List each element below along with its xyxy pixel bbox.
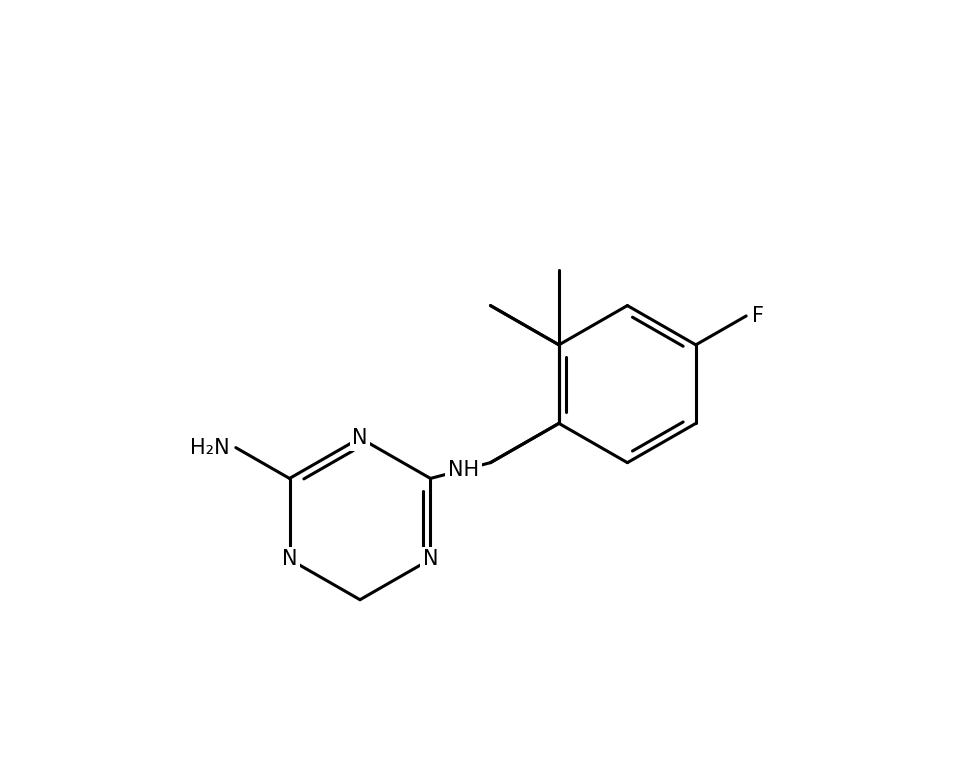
Text: N: N xyxy=(282,549,297,569)
Text: N: N xyxy=(353,428,368,448)
Text: NH: NH xyxy=(448,460,479,480)
Text: H₂N: H₂N xyxy=(190,438,230,458)
Text: N: N xyxy=(422,549,438,569)
Text: F: F xyxy=(752,306,764,326)
